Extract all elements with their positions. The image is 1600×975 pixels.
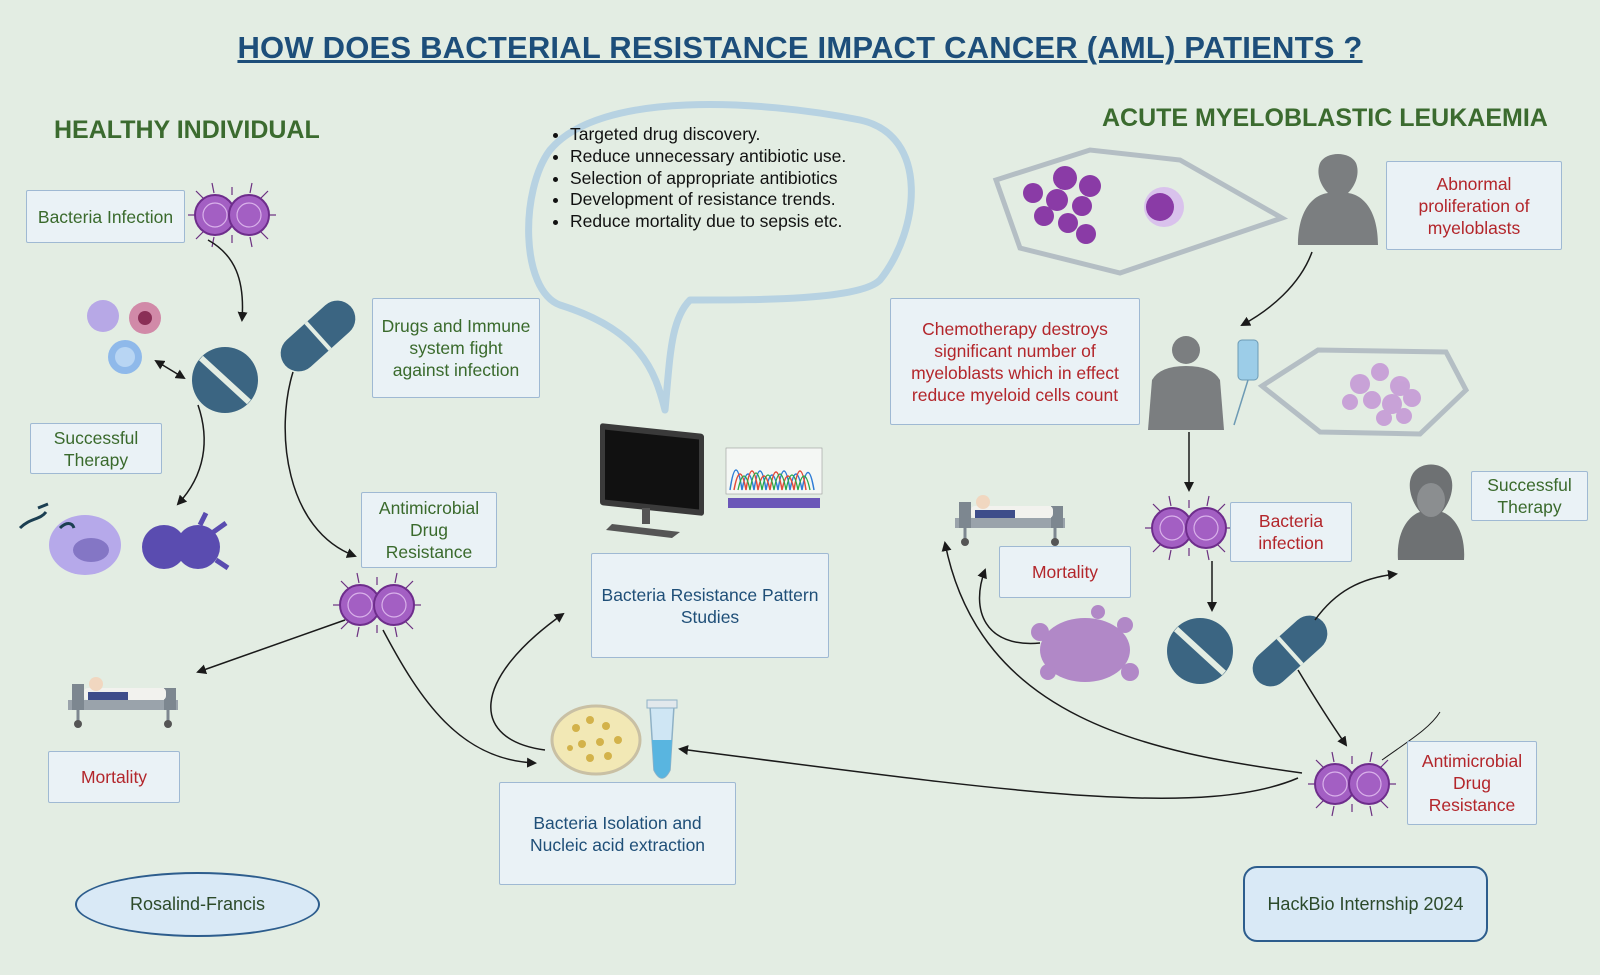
box-antimicrobial-resistance-right: Antimicrobial Drug Resistance: [1407, 741, 1537, 825]
benefit-item: Reduce unnecessary antibiotic use.: [570, 146, 860, 168]
box-bacteria-infection-right: Bacteria infection: [1230, 502, 1352, 562]
box-abnormal-proliferation: Abnormal proliferation of myeloblasts: [1386, 161, 1562, 250]
box-successful-therapy-right: Successful Therapy: [1471, 471, 1588, 521]
test-tube-icon: [646, 699, 678, 779]
recovered-patient-icon: [1397, 464, 1465, 560]
bacteria-icon: [1144, 495, 1234, 561]
petri-dish-icon: [550, 704, 642, 776]
hospital-bed-icon: [953, 493, 1067, 548]
destroyed-cells-outline: [1257, 347, 1470, 437]
box-successful-therapy-left: Successful Therapy: [30, 423, 162, 474]
benefits-list: Targeted drug discovery. Reduce unnecess…: [548, 124, 860, 233]
box-drugs-immune: Drugs and Immune system fight against in…: [372, 298, 540, 398]
blood-smear-outline: [992, 147, 1289, 276]
blood-cell-icon: [87, 300, 119, 332]
healthy-heading: HEALTHY INDIVIDUAL: [54, 116, 320, 144]
box-pattern-studies: Bacteria Resistance Pattern Studies: [591, 553, 829, 658]
box-mortality-left: Mortality: [48, 751, 180, 803]
speech-bubble: [525, 101, 915, 414]
box-mortality-right: Mortality: [999, 546, 1131, 598]
benefit-item: Selection of appropriate antibiotics: [570, 168, 860, 190]
box-bacteria-infection-left: Bacteria Infection: [26, 190, 185, 243]
resistant-bacteria-icon: [332, 572, 422, 638]
aml-heading: ACUTE MYELOBLASTIC LEUKAEMIA: [1102, 104, 1548, 132]
pill-icon: [192, 347, 258, 413]
box-antimicrobial-resistance-left: Antimicrobial Drug Resistance: [361, 492, 497, 568]
dying-bacteria-icon: [142, 525, 186, 569]
team-badge: Rosalind-Francis: [75, 872, 320, 937]
sepsis-cells-icon: [1031, 605, 1139, 682]
benefit-item: Reduce mortality due to sepsis etc.: [570, 211, 860, 233]
patient-head-icon: [1298, 154, 1378, 245]
program-badge: HackBio Internship 2024: [1243, 866, 1488, 942]
box-isolation-extraction: Bacteria Isolation and Nucleic acid extr…: [499, 782, 736, 885]
page-title: HOW DOES BACTERIAL RESISTANCE IMPACT CAN…: [237, 30, 1363, 65]
benefit-item: Targeted drug discovery.: [570, 124, 860, 146]
box-chemotherapy: Chemotherapy destroys significant number…: [890, 298, 1140, 425]
hospital-bed-icon: [66, 675, 180, 730]
capsule-icon: [271, 291, 365, 381]
bacteria-icon: [187, 182, 277, 248]
patient-chemo-icon: [1148, 336, 1259, 430]
computer-monitor-icon: [600, 423, 704, 538]
benefit-item: Development of resistance trends.: [570, 189, 860, 211]
capsule-icon: [1243, 606, 1337, 696]
pill-icon: [1167, 618, 1233, 684]
sequencing-chromatogram-icon: [725, 447, 823, 508]
resistant-bacteria-icon: [1307, 751, 1397, 817]
